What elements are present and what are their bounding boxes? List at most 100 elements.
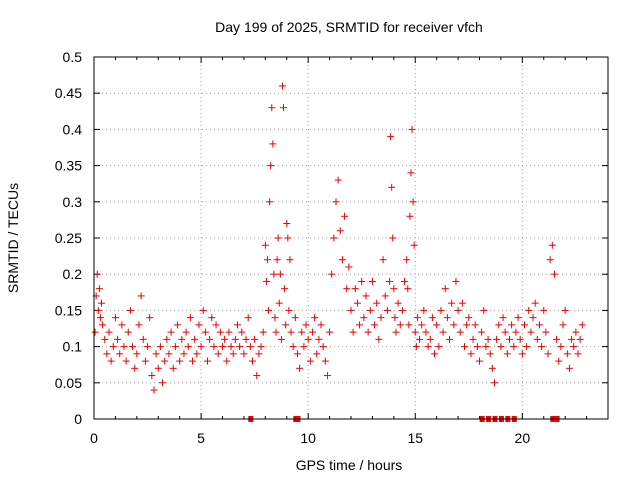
data-point xyxy=(493,335,501,343)
data-point xyxy=(409,198,417,206)
data-point xyxy=(540,306,548,314)
data-point xyxy=(257,343,265,351)
data-point xyxy=(412,343,420,351)
x-axis-label: GPS time / hours xyxy=(296,457,403,473)
data-point xyxy=(129,343,137,351)
data-point xyxy=(214,350,222,358)
data-point xyxy=(512,328,520,336)
data-point xyxy=(95,285,103,293)
data-point xyxy=(450,321,458,329)
data-point xyxy=(405,321,413,329)
data-point xyxy=(289,343,297,351)
data-point xyxy=(180,350,188,358)
data-point xyxy=(345,263,353,271)
data-point xyxy=(390,285,398,293)
data-points xyxy=(91,82,586,394)
data-point xyxy=(392,328,400,336)
data-point xyxy=(133,350,141,358)
data-point xyxy=(452,277,460,285)
data-point xyxy=(379,256,387,264)
data-point xyxy=(273,256,281,264)
data-point xyxy=(478,328,486,336)
data-point xyxy=(525,306,533,314)
y-tick-label: 0 xyxy=(74,411,82,427)
data-point xyxy=(120,343,128,351)
y-tick-label: 0.1 xyxy=(63,339,83,355)
data-point xyxy=(308,328,316,336)
data-point xyxy=(516,335,524,343)
data-point xyxy=(282,321,290,329)
data-point xyxy=(116,350,124,358)
data-point xyxy=(124,328,132,336)
y-tick-label: 0.2 xyxy=(63,266,83,282)
data-point xyxy=(285,306,293,314)
data-point xyxy=(248,357,256,365)
data-point xyxy=(473,343,481,351)
data-point xyxy=(375,335,383,343)
data-point xyxy=(189,357,197,365)
data-point xyxy=(420,306,428,314)
data-point xyxy=(418,321,426,329)
data-point xyxy=(326,328,334,336)
data-point xyxy=(199,306,207,314)
data-point xyxy=(182,328,190,336)
data-point xyxy=(394,299,402,307)
data-point xyxy=(336,227,344,235)
data-point xyxy=(334,176,342,184)
data-point xyxy=(186,314,194,322)
y-tick-label: 0.35 xyxy=(55,158,82,174)
y-tick-label: 0.05 xyxy=(55,375,82,391)
data-point xyxy=(546,256,554,264)
data-point xyxy=(461,343,469,351)
data-point xyxy=(362,292,370,300)
data-point xyxy=(433,321,441,329)
y-axis-label: SRMTID / TECUs xyxy=(5,183,21,293)
data-point xyxy=(197,343,205,351)
data-point xyxy=(398,306,406,314)
data-point xyxy=(317,321,325,329)
data-point xyxy=(422,328,430,336)
data-point xyxy=(101,335,109,343)
data-point xyxy=(267,162,275,170)
data-point xyxy=(281,285,289,293)
data-point xyxy=(358,277,366,285)
data-point xyxy=(195,321,203,329)
data-point xyxy=(293,350,301,358)
data-point xyxy=(454,306,462,314)
data-point xyxy=(338,256,346,264)
data-point xyxy=(265,306,273,314)
data-point xyxy=(428,314,436,322)
data-point xyxy=(484,335,492,343)
data-point xyxy=(231,335,239,343)
data-point xyxy=(448,299,456,307)
data-point xyxy=(495,321,503,329)
data-point xyxy=(435,343,443,351)
data-point xyxy=(520,321,528,329)
data-point xyxy=(381,292,389,300)
x-tick-label: 0 xyxy=(90,430,98,446)
data-point xyxy=(255,350,263,358)
data-point xyxy=(568,335,576,343)
data-point xyxy=(259,328,267,336)
data-point xyxy=(387,133,395,141)
data-point xyxy=(233,321,241,329)
data-point xyxy=(251,335,259,343)
data-point xyxy=(262,277,270,285)
data-point xyxy=(413,314,421,322)
data-point xyxy=(152,350,160,358)
data-point xyxy=(531,299,539,307)
data-point xyxy=(163,335,171,343)
data-point xyxy=(578,321,586,329)
data-point xyxy=(341,212,349,220)
data-point xyxy=(332,198,340,206)
data-point xyxy=(538,343,546,351)
data-point xyxy=(208,314,216,322)
data-point xyxy=(240,350,248,358)
data-point xyxy=(144,343,152,351)
data-point xyxy=(383,306,391,314)
data-point xyxy=(193,350,201,358)
data-point xyxy=(353,299,361,307)
data-point xyxy=(570,343,578,351)
data-point xyxy=(304,335,312,343)
data-point xyxy=(311,314,319,322)
